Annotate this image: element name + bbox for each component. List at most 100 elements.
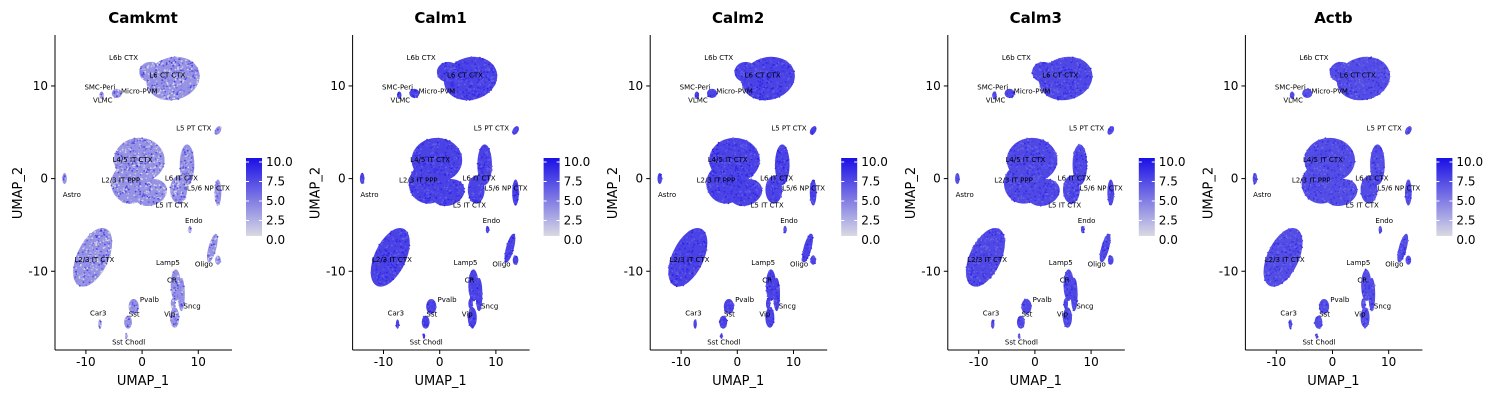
cell-point [379,283,381,285]
cell-point [740,204,742,206]
cell-point [191,156,193,158]
cell-point [481,67,483,69]
cell-point [469,86,471,88]
cell-point [478,196,480,198]
cell-point [722,193,724,195]
cell-point [754,193,756,195]
cell-point [474,66,476,68]
cell-point [150,175,152,177]
cell-point [719,186,721,188]
cell-point [487,159,489,161]
cell-point [783,64,785,66]
cell-point [157,64,159,66]
cell-point [118,193,120,195]
cell-point [389,251,391,253]
cluster-label: Sncg [481,302,498,310]
cell-point [187,167,189,169]
cell-point [434,201,436,203]
cell-point [484,60,486,62]
cell-point [105,252,107,254]
cell-point [730,193,732,195]
cluster-label: L2/3 IT CTX [74,256,114,264]
x-tick-label: -10 [76,355,96,369]
cell-point [735,74,737,76]
cell-point [496,74,498,76]
cell-point [193,74,195,76]
cell-point [423,167,425,169]
cell-point [465,99,467,101]
cell-point [426,193,428,195]
cell-point [470,300,472,302]
cell-point [460,186,462,188]
cell-point [769,60,771,62]
cell-point [94,242,96,244]
cell-point [404,230,406,232]
cell-point [90,265,92,267]
cell-point [701,246,703,248]
cell-point [104,244,106,246]
cell-point [80,282,82,284]
cell-point [411,190,413,192]
cell-point [785,152,787,154]
cell-point [776,164,778,166]
cell-point [363,182,365,184]
cell-point [120,151,122,153]
cell-point [691,232,693,234]
cell-point [371,272,373,274]
cell-point [479,57,481,59]
cell-point [458,84,460,86]
cell-point [812,237,814,239]
cell-point [83,242,85,244]
cell-point [428,306,430,308]
cell-point [135,191,137,193]
cell-point [92,276,94,278]
cell-point [99,232,101,234]
cell-point [489,70,491,72]
cell-point [762,64,764,66]
cell-point [487,154,489,156]
cell-point [376,277,378,279]
cell-point [391,277,393,279]
y-tick-label: -10 [326,264,346,278]
cell-point [374,272,376,274]
cell-point [765,86,767,88]
cell-point [772,193,774,195]
cell-point [396,230,398,232]
cell-point [185,154,187,156]
cell-point [483,154,485,156]
cell-point [361,180,363,182]
cell-point [131,144,133,146]
cell-point [809,240,811,242]
cell-point [711,193,713,195]
cell-point [423,316,425,318]
cell-point [477,304,479,306]
cell-point [811,240,813,242]
cell-point [381,285,383,287]
cell-point [490,169,492,171]
cell-point [178,275,180,277]
cell-point [129,325,131,327]
cell-point [790,76,792,78]
cell-point [422,144,424,146]
colorbar-tick-label: 7.5 [266,175,285,189]
cell-point [84,275,86,277]
cell-point [157,179,159,181]
cell-point [815,128,817,130]
cell-point [136,189,138,191]
cell-point [743,147,745,149]
cell-point [772,197,774,199]
cell-point [459,161,461,163]
cell-point [181,85,183,87]
cell-point [135,306,137,308]
cell-point [210,246,212,248]
cell-point [182,66,184,68]
cell-point [165,59,167,61]
cell-point [721,148,723,150]
cell-point [179,304,181,306]
cell-point [723,144,725,146]
cell-point [443,73,445,75]
cell-point [387,239,389,241]
cell-point [488,168,490,170]
cell-point [424,184,426,186]
